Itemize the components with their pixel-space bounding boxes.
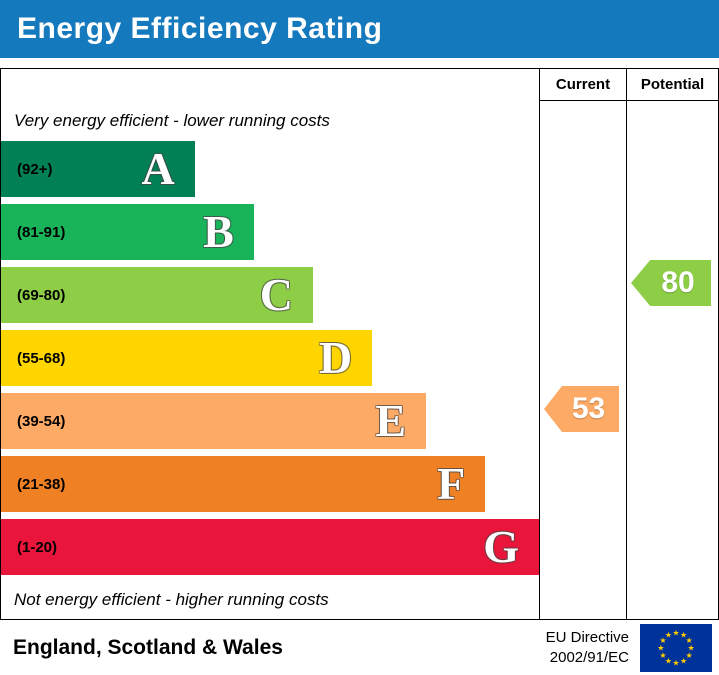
band-f-range: (21-38) bbox=[17, 475, 66, 493]
band-d-range: (55-68) bbox=[17, 349, 66, 367]
potential-column: 80 bbox=[626, 101, 718, 619]
potential-rating-pointer: 80 bbox=[631, 260, 711, 306]
title-banner: Energy Efficiency Rating bbox=[0, 0, 719, 58]
band-g-letter: G bbox=[483, 521, 519, 572]
current-rating-value: 53 bbox=[571, 392, 606, 425]
current-rating-pointer: 53 bbox=[544, 386, 619, 432]
band-e-letter: E bbox=[375, 395, 407, 446]
band-f: (21-38) F bbox=[1, 456, 486, 512]
eu-directive-label: EU Directive 2002/91/EC bbox=[546, 628, 629, 667]
region-label: England, Scotland & Wales bbox=[13, 635, 283, 659]
band-e: (39-54) E bbox=[1, 393, 427, 449]
svg-text:★: ★ bbox=[659, 651, 666, 660]
chart-header-row: Current Potential bbox=[1, 69, 718, 101]
band-c-letter: C bbox=[259, 269, 294, 320]
svg-text:★: ★ bbox=[657, 643, 664, 652]
footer: England, Scotland & Wales EU Directive 2… bbox=[0, 620, 719, 675]
band-b: (81-91) B bbox=[1, 204, 254, 260]
band-g-range: (1-20) bbox=[17, 538, 58, 556]
band-a-range: (92+) bbox=[17, 160, 53, 178]
chart-body: Very energy efficient - lower running co… bbox=[1, 101, 718, 619]
svg-text:★: ★ bbox=[672, 658, 679, 667]
eu-directive-line2: 2002/91/EC bbox=[549, 648, 629, 666]
band-d-letter: D bbox=[318, 332, 353, 383]
band-e-range: (39-54) bbox=[17, 412, 66, 430]
band-b-range: (81-91) bbox=[17, 223, 66, 241]
band-c-range: (69-80) bbox=[17, 286, 66, 304]
svg-text:★: ★ bbox=[688, 643, 695, 652]
caption-top: Very energy efficient - lower running co… bbox=[14, 111, 330, 130]
header-spacer bbox=[1, 69, 539, 101]
energy-rating-chart: Current Potential Very energy efficient … bbox=[0, 68, 719, 620]
band-a-letter: A bbox=[141, 143, 175, 194]
svg-text:★: ★ bbox=[659, 635, 666, 644]
page-title: Energy Efficiency Rating bbox=[17, 12, 383, 45]
svg-text:★: ★ bbox=[680, 656, 687, 665]
svg-text:★: ★ bbox=[665, 656, 672, 665]
bars-area: Very energy efficient - lower running co… bbox=[1, 101, 539, 619]
band-a: (92+) A bbox=[1, 141, 195, 197]
band-c: (69-80) C bbox=[1, 267, 314, 323]
column-header-potential: Potential bbox=[626, 69, 718, 101]
band-f-letter: F bbox=[437, 458, 466, 509]
band-g: (1-20) G bbox=[1, 519, 539, 575]
band-d: (55-68) D bbox=[1, 330, 373, 386]
caption-bottom: Not energy efficient - higher running co… bbox=[14, 590, 329, 609]
eu-flag-icon: ★ ★ ★ ★ ★ ★ ★ ★ ★ ★ ★ ★ bbox=[640, 623, 712, 672]
svg-text:★: ★ bbox=[685, 635, 692, 644]
current-column: 53 bbox=[539, 101, 626, 619]
svg-text:★: ★ bbox=[672, 628, 679, 637]
potential-rating-value: 80 bbox=[661, 266, 695, 299]
svg-text:★: ★ bbox=[680, 630, 687, 639]
band-b-letter: B bbox=[203, 206, 234, 257]
svg-text:★: ★ bbox=[665, 630, 672, 639]
svg-text:★: ★ bbox=[685, 651, 692, 660]
eu-directive-line1: EU Directive bbox=[545, 629, 629, 646]
column-header-current: Current bbox=[539, 69, 626, 101]
